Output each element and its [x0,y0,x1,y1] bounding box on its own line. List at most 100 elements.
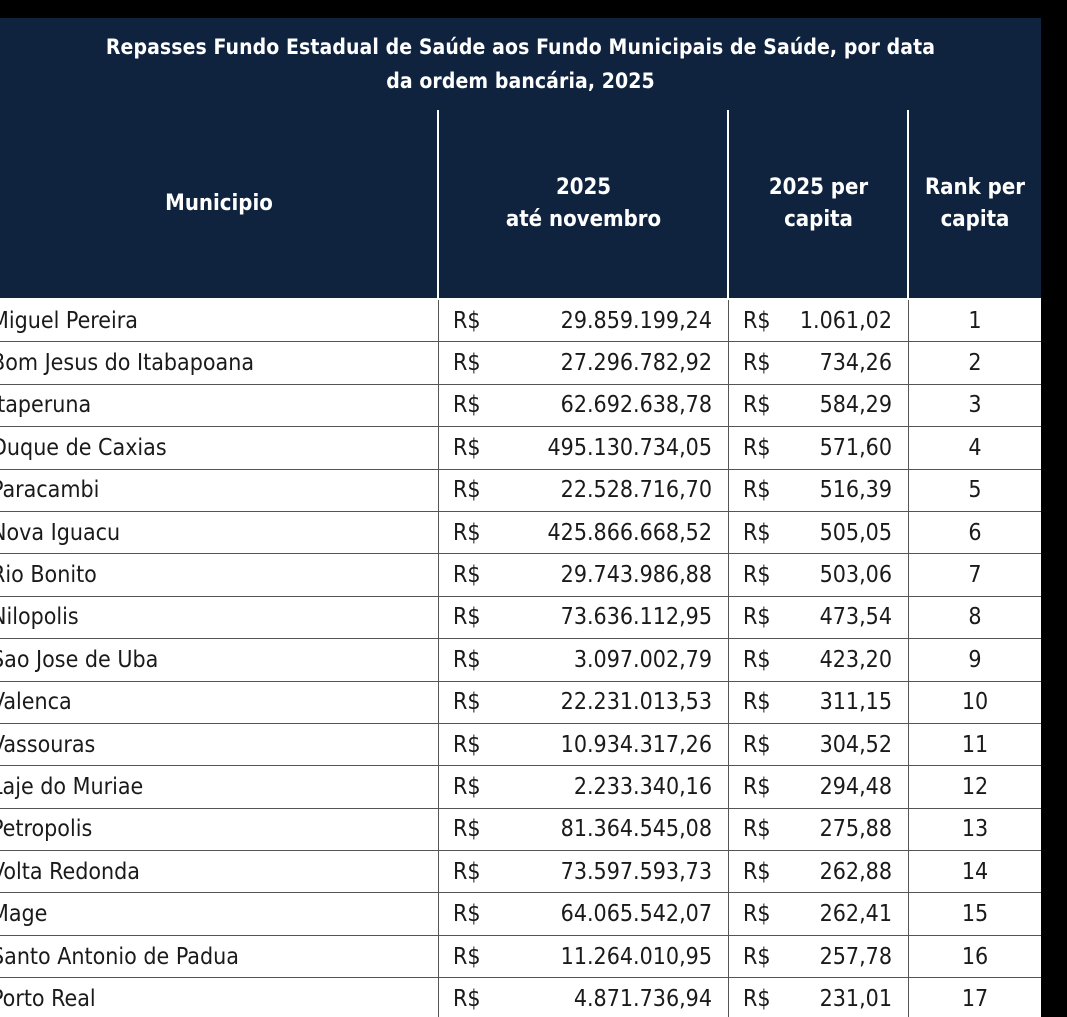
cell-currency-per-capita: R$ [728,978,778,1017]
cell-rank-text: 9 [968,646,982,673]
cell-per-capita: 304,52 [778,724,908,765]
cell-currency-per-capita: R$ [728,681,778,723]
cell-currency-total: R$ [438,596,488,639]
table-row: Porto Real R$ 4.871.736,94 R$ 231,01 17 [0,978,1041,1017]
table-title-line1: Repasses Fundo Estadual de Saúde aos Fun… [105,35,936,59]
table-row: Petropolis R$ 81.364.545,08 R$ 275,88 13 [0,808,1041,852]
cell-currency-total-text: R$ [453,731,481,758]
cell-per-capita-text: 262,41 [819,901,892,928]
cell-rank-text: 5 [968,477,982,504]
cell-rank-text: 10 [961,689,989,716]
table-row: Duque de Caxias R$ 495.130.734,05 R$ 571,60 4 [0,427,1041,470]
cell-currency-per-capita-text: R$ [743,985,771,1012]
cell-rank: 2 [908,342,1041,384]
cell-rank: 16 [908,935,1041,978]
cell-currency-total: R$ [438,978,488,1017]
header-rank: Rank per capita [907,110,1041,298]
cell-currency-total-text: R$ [453,519,481,546]
cell-total-text: 62.692.638,78 [560,392,712,419]
cell-rank-text: 12 [961,773,989,800]
cell-municipio-text: Vassouras [0,731,96,758]
cell-currency-total-text: R$ [453,350,481,377]
cell-currency-total-text: R$ [453,646,481,673]
cell-per-capita: 503,06 [778,554,908,595]
cell-per-capita-text: 571,60 [819,434,892,461]
cell-currency-total-text: R$ [453,604,481,631]
cell-municipio: Duque de Caxias [0,427,438,468]
cell-municipio-text: Duque de Caxias [0,434,167,461]
cell-per-capita-text: 734,26 [819,350,892,377]
cell-currency-per-capita-text: R$ [743,392,771,419]
cell-currency-total: R$ [438,300,488,342]
cell-municipio: Nilopolis [0,597,438,638]
cell-currency-total-text: R$ [453,434,481,461]
cell-rank-text: 6 [968,519,982,546]
cell-currency-total-text: R$ [453,392,481,419]
cell-currency-per-capita: R$ [728,893,778,935]
cell-total-text: 495.130.734,05 [547,434,713,461]
cell-total-text: 73.636.112,95 [560,604,712,631]
table-row: Laje do Muriae R$ 2.233.340,16 R$ 294,48 12 [0,766,1041,809]
cell-rank: 11 [908,723,1041,766]
cell-currency-per-capita: R$ [728,342,778,384]
cell-currency-per-capita-text: R$ [743,943,771,970]
cell-currency-total-text: R$ [453,689,481,716]
cell-municipio: Valenca [0,682,438,723]
cell-per-capita: 262,88 [778,851,908,892]
cell-currency-per-capita-text: R$ [743,816,771,843]
cell-municipio-text: Sao Jose de Uba [0,646,159,673]
cell-per-capita: 734,26 [778,342,908,383]
cell-per-capita-text: 516,39 [819,477,892,504]
cell-municipio-text: Miguel Pereira [0,307,138,334]
cell-total: 22.528.716,70 [488,470,728,511]
cell-currency-per-capita-text: R$ [743,434,771,461]
cell-currency-per-capita-text: R$ [743,646,771,673]
cell-currency-total: R$ [438,808,488,851]
header-municipio: Municipio [0,110,438,298]
cell-currency-per-capita-text: R$ [743,773,771,800]
cell-municipio-text: Petropolis [0,816,93,843]
cell-total-text: 22.231.013,53 [560,689,712,716]
table-body: Miguel Pereira R$ 29.859.199,24 R$ 1.061,02 1… [0,300,1041,1017]
table-row: Santo Antonio de Padua R$ 11.264.010,95 R$ 2… [0,935,1041,979]
cell-currency-total-text: R$ [453,943,481,970]
cell-per-capita: 231,01 [778,978,908,1017]
cell-total-text: 81.364.545,08 [560,816,712,843]
cell-total-text: 2.233.340,16 [573,773,712,800]
cell-municipio: Porto Real [0,978,438,1017]
cell-rank-text: 3 [968,392,982,419]
cell-rank-text: 4 [968,434,982,461]
cell-municipio: Bom Jesus do Itabapoana [0,342,438,383]
cell-municipio: Paracambi [0,470,438,511]
cell-per-capita: 571,60 [778,427,908,468]
cell-per-capita-text: 275,88 [819,816,892,843]
table-row: Sao Jose de Uba R$ 3.097.002,79 R$ 423,20 9 [0,639,1041,682]
cell-municipio: Itaperuna [0,385,438,426]
cell-per-capita: 584,29 [778,385,908,426]
cell-total: 64.065.542,07 [488,893,728,934]
cell-per-capita: 473,54 [778,597,908,638]
table-row: Bom Jesus do Itabapoana R$ 27.296.782,92 R$… [0,342,1041,385]
cell-municipio: Petropolis [0,809,438,850]
cell-currency-per-capita: R$ [728,469,778,511]
cell-currency-per-capita-text: R$ [743,307,771,334]
cell-rank-text: 13 [961,816,989,843]
cell-rank: 14 [908,851,1041,893]
cell-municipio-text: Volta Redonda [0,858,140,885]
table-row: Paracambi R$ 22.528.716,70 R$ 516,39 5 [0,469,1041,512]
cell-currency-per-capita: R$ [728,596,778,639]
cell-currency-total: R$ [438,681,488,723]
cell-currency-per-capita-text: R$ [743,901,771,928]
cell-municipio-text: Valenca [0,689,72,716]
cell-total: 4.871.736,94 [488,978,728,1017]
cell-currency-per-capita-text: R$ [743,689,771,716]
cell-currency-total-text: R$ [453,562,481,589]
table-title: Repasses Fundo Estadual de Saúde aos Fun… [0,18,1041,110]
cell-currency-total-text: R$ [453,858,481,885]
cell-municipio-text: Rio Bonito [0,562,97,589]
cell-municipio-text: Paracambi [0,477,100,504]
cell-per-capita: 423,20 [778,639,908,680]
cell-currency-per-capita-text: R$ [743,519,771,546]
cell-per-capita-text: 262,88 [819,858,892,885]
table-row: Nilopolis R$ 73.636.112,95 R$ 473,54 8 [0,596,1041,640]
